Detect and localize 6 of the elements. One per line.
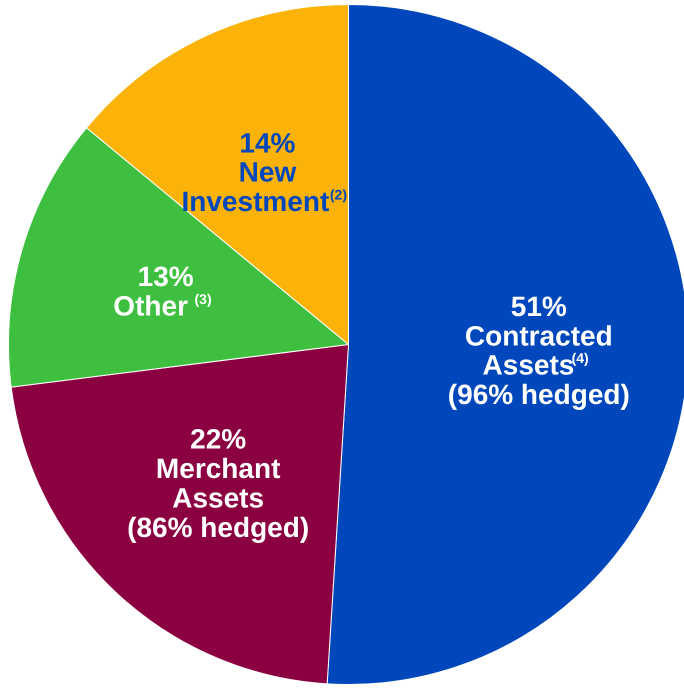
data-label: 51% xyxy=(510,290,567,322)
data-label: 14% xyxy=(239,127,296,158)
slice-label: Other (3) xyxy=(113,290,212,322)
data-label: 13% xyxy=(138,261,194,292)
data-label: 22% xyxy=(190,424,246,455)
slice-label: Merchant Assets (86% hedged) xyxy=(127,453,310,543)
